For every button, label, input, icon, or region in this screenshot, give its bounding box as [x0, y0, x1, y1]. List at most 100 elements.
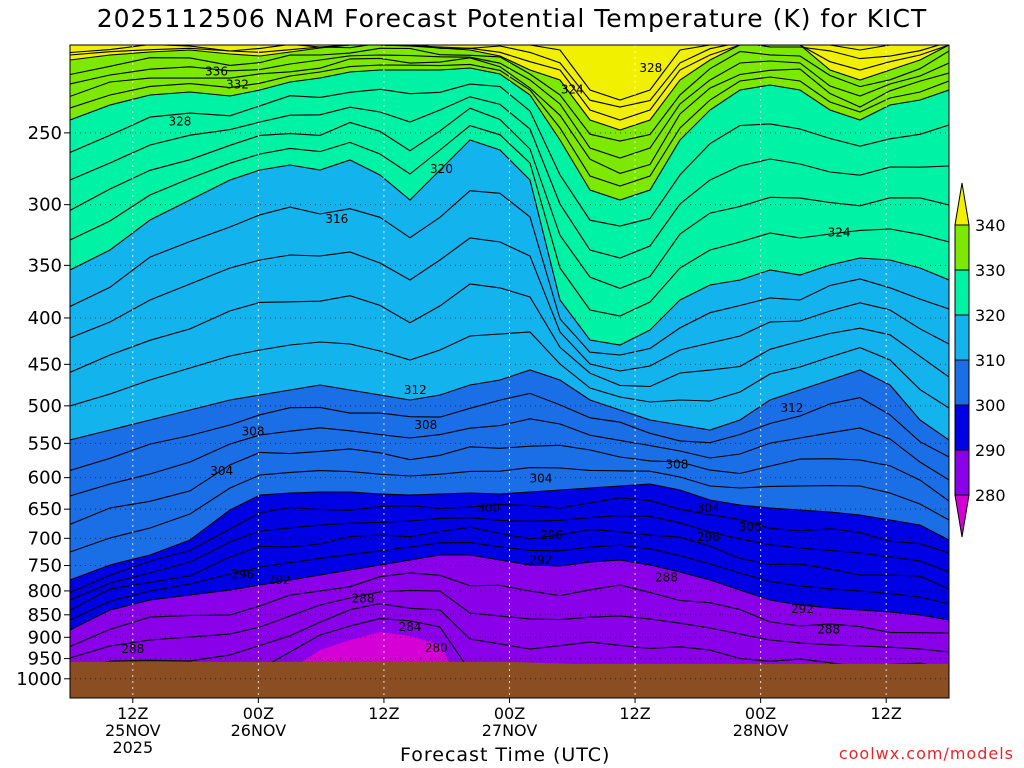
contour-line [70, 54, 949, 159]
y-tick-label: 600 [28, 468, 62, 489]
contour-label: 308 [414, 418, 437, 432]
colorbar-label: 320 [975, 306, 1006, 325]
contour-line [70, 63, 949, 187]
y-tick-label: 800 [28, 581, 62, 602]
x-tick-label: 00Z [243, 704, 274, 723]
y-tick-label: 1000 [16, 669, 62, 690]
contour-line [70, 603, 949, 673]
contour-label: 304 [210, 464, 233, 478]
contour-line [70, 139, 949, 346]
contour-line [70, 392, 949, 472]
y-tick-label: 550 [28, 433, 62, 454]
contour-label: 336 [205, 65, 228, 79]
contour-line [70, 467, 949, 553]
contour-label: 296 [540, 528, 563, 542]
contour-label: 288 [817, 622, 840, 636]
contour-label: 280 [425, 641, 448, 655]
contour-label: 328 [639, 61, 662, 75]
colorbar-segment [954, 314, 970, 361]
contour-label: 320 [430, 162, 453, 176]
contour-label: 308 [242, 425, 265, 439]
y-tick-label: 650 [28, 499, 62, 520]
y-tick-label: 250 [28, 123, 62, 144]
x-axis-title: Forecast Time (UTC) [400, 744, 611, 766]
contour-line [70, 515, 949, 601]
ground-surface [70, 661, 949, 698]
y-tick-label: 950 [28, 649, 62, 670]
contour-label: 324 [828, 226, 851, 240]
contour-label: 288 [121, 642, 144, 656]
grid-lines [70, 45, 949, 698]
x-tick-label: 2025 [112, 738, 153, 757]
contour-label: 304 [697, 501, 720, 515]
colorbar-label: 310 [975, 351, 1006, 370]
contour-label: 312 [781, 401, 804, 415]
colorbar-top-arrow [954, 182, 970, 226]
contour-lines [70, 45, 949, 687]
contour-line [70, 542, 949, 621]
credit-text: coolwx.com/models [838, 744, 1014, 763]
colorbar-label: 290 [975, 441, 1006, 460]
contour-line [70, 107, 949, 289]
contour-line [70, 497, 949, 594]
y-tick-label: 900 [28, 627, 62, 648]
chart-title: 2025112506 NAM Forecast Potential Temper… [96, 4, 928, 33]
y-tick-label: 350 [28, 255, 62, 276]
contour-line [70, 483, 949, 581]
contour-line [70, 47, 949, 142]
contour-label: 292 [791, 602, 814, 616]
colorbar-label: 330 [975, 261, 1006, 280]
contour-label: 296 [697, 530, 720, 544]
y-tick-label: 300 [28, 195, 62, 216]
x-tick-label: 00Z [745, 704, 776, 723]
contour-label: 288 [352, 592, 375, 606]
contour-line [70, 57, 949, 174]
contour-line [70, 190, 949, 356]
colorbar-segment [954, 359, 970, 406]
x-tick-label: 12Z [117, 704, 148, 723]
contour-label: 292 [268, 573, 291, 587]
contour-label: 296 [231, 567, 254, 581]
y-tick-label: 750 [28, 556, 62, 577]
contour-line [70, 444, 949, 525]
colorbar-label: 280 [975, 486, 1006, 505]
x-tick-label: 25NOV [105, 721, 161, 740]
contour-line [70, 369, 949, 441]
contour-label: 300 [477, 501, 500, 515]
y-tick-label: 400 [28, 308, 62, 329]
x-tick-label: 00Z [494, 704, 525, 723]
y-axis: 2503003504004505005506006507007508008509… [16, 123, 70, 690]
contour-line [70, 45, 949, 121]
colorbar-bottom-arrow [954, 494, 970, 538]
contour-label: 328 [168, 115, 191, 129]
colorbar-label: 300 [975, 396, 1006, 415]
contour-label: 312 [404, 383, 427, 397]
contour-label: 324 [561, 83, 584, 97]
contour-line [70, 589, 949, 659]
x-tick-label: 26NOV [231, 721, 287, 740]
contour-label: 292 [529, 553, 552, 567]
contour-line [70, 124, 949, 317]
contour-line [70, 67, 949, 201]
contour-label: 304 [529, 471, 552, 485]
contour-label: 284 [399, 620, 422, 634]
y-tick-label: 500 [28, 396, 62, 417]
x-tick-label: 28NOV [733, 721, 789, 740]
x-tick-label: 12Z [368, 704, 399, 723]
colorbar: 340 330 320 310 300 290 280 [954, 182, 1006, 538]
colorbar-segment [954, 224, 970, 271]
x-tick-label: 12Z [871, 704, 902, 723]
contour-line [70, 96, 949, 259]
contour-line [70, 83, 949, 227]
contour-label: 300 [739, 520, 762, 534]
contour-line [70, 331, 949, 409]
y-tick-label: 700 [28, 528, 62, 549]
y-tick-label: 850 [28, 605, 62, 626]
colorbar-segment [954, 404, 970, 451]
x-tick-label: 12Z [619, 704, 650, 723]
x-tick-label: 27NOV [482, 721, 538, 740]
